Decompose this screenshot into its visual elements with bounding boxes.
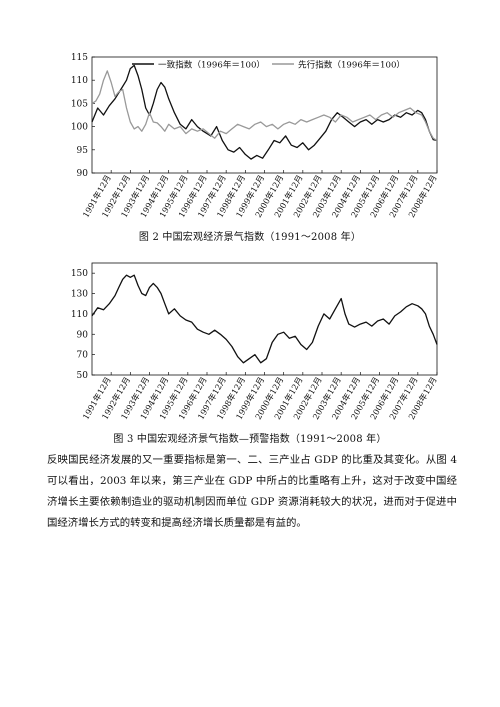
y-tick-label: 70 <box>77 351 89 361</box>
y-tick-label: 115 <box>71 53 88 63</box>
y-tick-label: 100 <box>71 123 88 133</box>
legend-label-2: 先行指数（1996年＝100） <box>298 59 405 71</box>
series-line-2 <box>91 70 438 142</box>
figure-3-caption: 图 3 中国宏观经济景气指数—预警指数（1991～2008 年） <box>113 434 387 445</box>
y-tick-label: 105 <box>71 99 88 109</box>
y-tick-label: 50 <box>77 371 89 381</box>
chart-2-svg: 5070901101301501991年12月1992年12月1993年12月1… <box>71 262 439 421</box>
y-tick-label: 150 <box>71 269 88 279</box>
plot-frame <box>91 262 438 376</box>
y-tick-label: 90 <box>77 169 89 179</box>
series-line-1 <box>91 274 438 364</box>
y-tick-label: 130 <box>71 290 88 300</box>
chart-composite-index: 90 95 100 105 110 115 1991年12月 1992年12月 1993年12月… <box>0 40 500 250</box>
y-tick-label: 90 <box>77 330 89 340</box>
y-tick-label: 95 <box>77 146 89 156</box>
body-paragraph: 反映国民经济发展的又一重要指标是第一、二、三产业占 GDP 的比重及其变化。从图… <box>47 454 457 529</box>
figure-2-caption: 图 2 中国宏观经济景气指数（1991～2008 年） <box>138 232 362 243</box>
y-tick-label: 110 <box>71 76 88 86</box>
chart-1-svg: 90951001051101151991年12月1992年12月1993年12月… <box>71 53 439 219</box>
legend-label-1: 一致指数（1996年＝100） <box>158 59 265 71</box>
series-line-1 <box>91 64 438 160</box>
y-tick-label: 110 <box>71 310 88 320</box>
chart-warning-index: 50 70 90 110 130 150 1991年12月 1992年12月 1993年12月 1… <box>0 254 500 454</box>
